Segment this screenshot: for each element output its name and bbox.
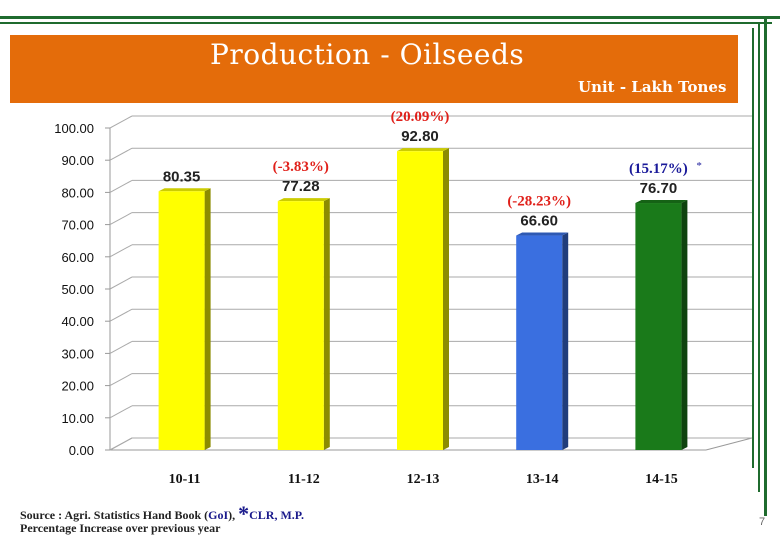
bar [277,201,324,450]
gridline-depth [109,437,133,451]
gridline-depth [109,340,133,354]
y-tick-label: 50.00 [61,282,94,297]
y-tick-label: 60.00 [61,250,94,265]
x-tick-label: 13-14 [526,472,559,487]
floor-right-depth-line [705,437,753,451]
bar-side [323,198,330,450]
bar [516,235,563,450]
y-tick-label: 0.00 [69,443,94,458]
source-mid: ), [228,508,239,522]
source-clr: CLR, M.P. [249,508,305,522]
percent-change-label: (20.09%) [391,109,450,125]
x-tick-label: 11-12 [288,472,320,487]
page-number: 7 [759,516,766,528]
bar-side [681,200,688,450]
frame-border-right-inner [758,22,760,492]
y-tick-label: 20.00 [61,379,94,394]
gridline-depth [109,244,133,258]
gridline-depth [109,147,133,161]
bar-top [158,188,211,192]
bar-top [635,200,688,204]
gridline-depth [109,179,133,193]
percentage-note: Percentage Increase over previous year [20,521,221,535]
y-tick-label: 100.00 [54,121,94,136]
bar-top [397,148,449,152]
y-tick-label: 40.00 [61,314,94,329]
percent-change-star: * [696,160,702,172]
source-note: Source : Agri. Statistics Hand Book (GoI… [20,501,304,527]
gridline-depth [109,115,133,129]
data-label: 77.28 [282,178,320,195]
gridline-depth [109,212,133,226]
bar-top [277,198,330,202]
y-tick-label: 70.00 [61,218,94,233]
source-prefix: Source : Agri. Statistics Hand Book ( [20,508,209,522]
frame-border-right-inner2 [752,28,754,468]
x-tick-label: 14-15 [645,472,678,487]
percent-change-label: (-3.83%) [273,159,329,175]
title-banner [10,35,738,103]
y-tick-label: 10.00 [61,411,94,426]
bar [397,151,443,450]
source-goi: GoI [208,508,229,522]
data-label: 66.60 [520,213,558,230]
percent-change-label: (15.17%) [629,161,688,177]
data-label: 76.70 [640,180,678,197]
page-title: Production - Oilseeds [210,38,525,71]
source-star: * [238,501,250,526]
data-label: 80.35 [163,168,201,185]
frame-border-top [0,16,780,19]
y-tick-label: 80.00 [61,185,94,200]
frame-border-top-inner [0,22,772,24]
frame-border-right [764,16,767,516]
x-tick-label: 10-11 [169,472,201,487]
y-tick-label: 90.00 [61,153,94,168]
bar-side [204,188,211,450]
gridline-depth [109,276,133,290]
bar-side [443,148,449,450]
gridline-depth [109,373,133,387]
x-tick-label: 12-13 [407,472,440,487]
y-tick-label: 30.00 [61,346,94,361]
bar-top [516,232,569,236]
bar-side [562,232,569,450]
bar [635,203,682,450]
percent-change-label: (-28.23%) [507,194,571,210]
gridline-depth [109,308,133,322]
bar [158,191,205,450]
gridline-depth [109,405,133,419]
data-label: 92.80 [401,128,439,145]
unit-label: Unit - Lakh Tones [578,78,727,96]
